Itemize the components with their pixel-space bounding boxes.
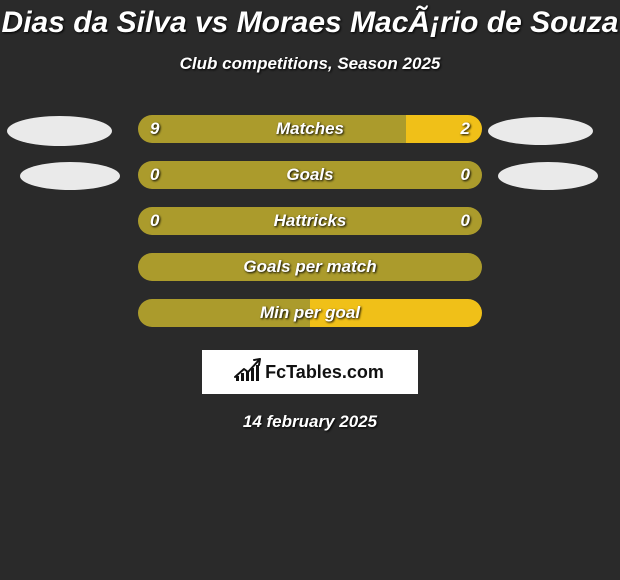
fctables-logo: FcTables.com [202,350,418,394]
page-title: Dias da Silva vs Moraes MacÃ¡rio de Souz… [0,0,620,40]
player-avatar-left [20,162,120,190]
comparison-row: Goals per match [0,244,620,290]
bar-label: Goals per match [243,257,376,277]
bar-label: Min per goal [260,303,360,323]
comparison-row: Goals 0 0 [0,152,620,198]
comparison-bar: Goals 0 0 [138,161,482,189]
infographic-container: Dias da Silva vs Moraes MacÃ¡rio de Souz… [0,0,620,580]
bar-value-left: 0 [150,165,159,185]
comparison-bar: Min per goal [138,299,482,327]
bar-segment-left [138,161,310,189]
comparison-bar: Matches 9 2 [138,115,482,143]
player-avatar-right [498,162,598,190]
bar-label: Hattricks [274,211,347,231]
comparison-bar: Goals per match [138,253,482,281]
page-subtitle: Club competitions, Season 2025 [0,54,620,74]
comparison-row: Matches 9 2 [0,106,620,152]
comparison-row: Min per goal [0,290,620,336]
comparison-row: Hattricks 0 0 [0,198,620,244]
bar-segment-right [406,115,482,143]
bar-label: Goals [286,165,333,185]
date-label: 14 february 2025 [0,412,620,432]
bar-value-right: 0 [461,165,470,185]
comparison-rows: Matches 9 2 Goals 0 0 Hattricks 0 0 Goals per mat… [0,106,620,336]
bar-value-right: 0 [461,211,470,231]
bar-value-left: 9 [150,119,159,139]
logo-text: FcTables.com [265,362,384,383]
bar-segment-right [310,161,482,189]
comparison-bar: Hattricks 0 0 [138,207,482,235]
bar-segment-left [138,115,406,143]
bar-label: Matches [276,119,344,139]
bar-value-left: 0 [150,211,159,231]
bar-value-right: 2 [461,119,470,139]
logo-bars-icon [236,363,259,381]
player-avatar-left [7,116,112,146]
player-avatar-right [488,117,593,145]
